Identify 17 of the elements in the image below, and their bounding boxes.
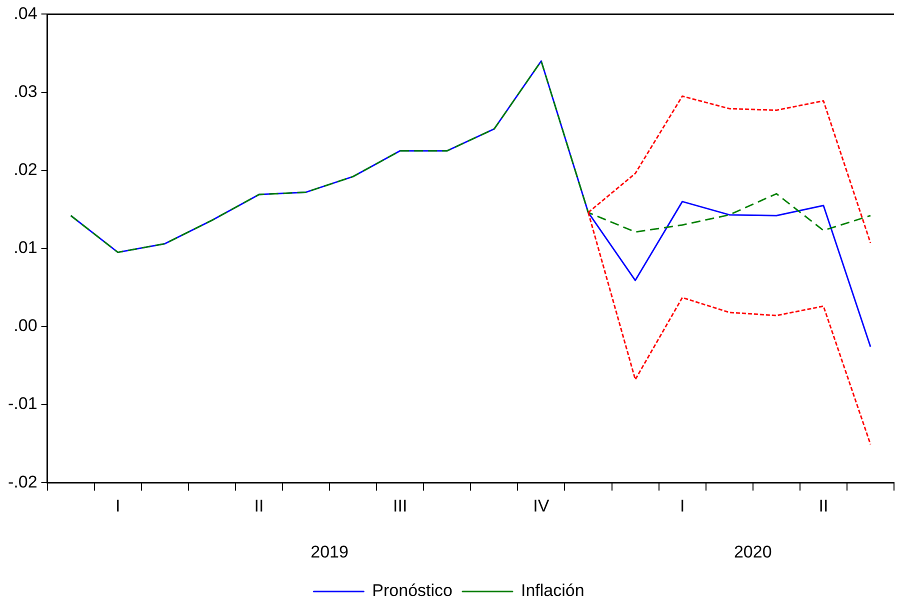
y-tick-label: .02 — [14, 160, 38, 180]
y-tick-label: .01 — [14, 238, 38, 258]
x-tick-label: I — [115, 496, 120, 516]
y-tick-label: .04 — [14, 4, 38, 23]
legend-label: Pronóstico — [372, 581, 453, 600]
x-tick-label: II — [254, 496, 264, 516]
y-tick-label: -.01 — [8, 394, 38, 414]
x-tick-label: I — [680, 496, 685, 516]
text: 2020 — [734, 542, 772, 562]
legend-label: Inflación — [521, 581, 584, 600]
x-tick-label: IV — [533, 496, 550, 516]
y-tick-label: .03 — [14, 82, 38, 101]
y-tick-label: .00 — [14, 316, 38, 336]
x-tick-label: III — [393, 496, 408, 516]
text: 2019 — [310, 542, 348, 562]
y-tick-label: -.02 — [8, 472, 38, 492]
x-tick-label: II — [818, 496, 828, 516]
